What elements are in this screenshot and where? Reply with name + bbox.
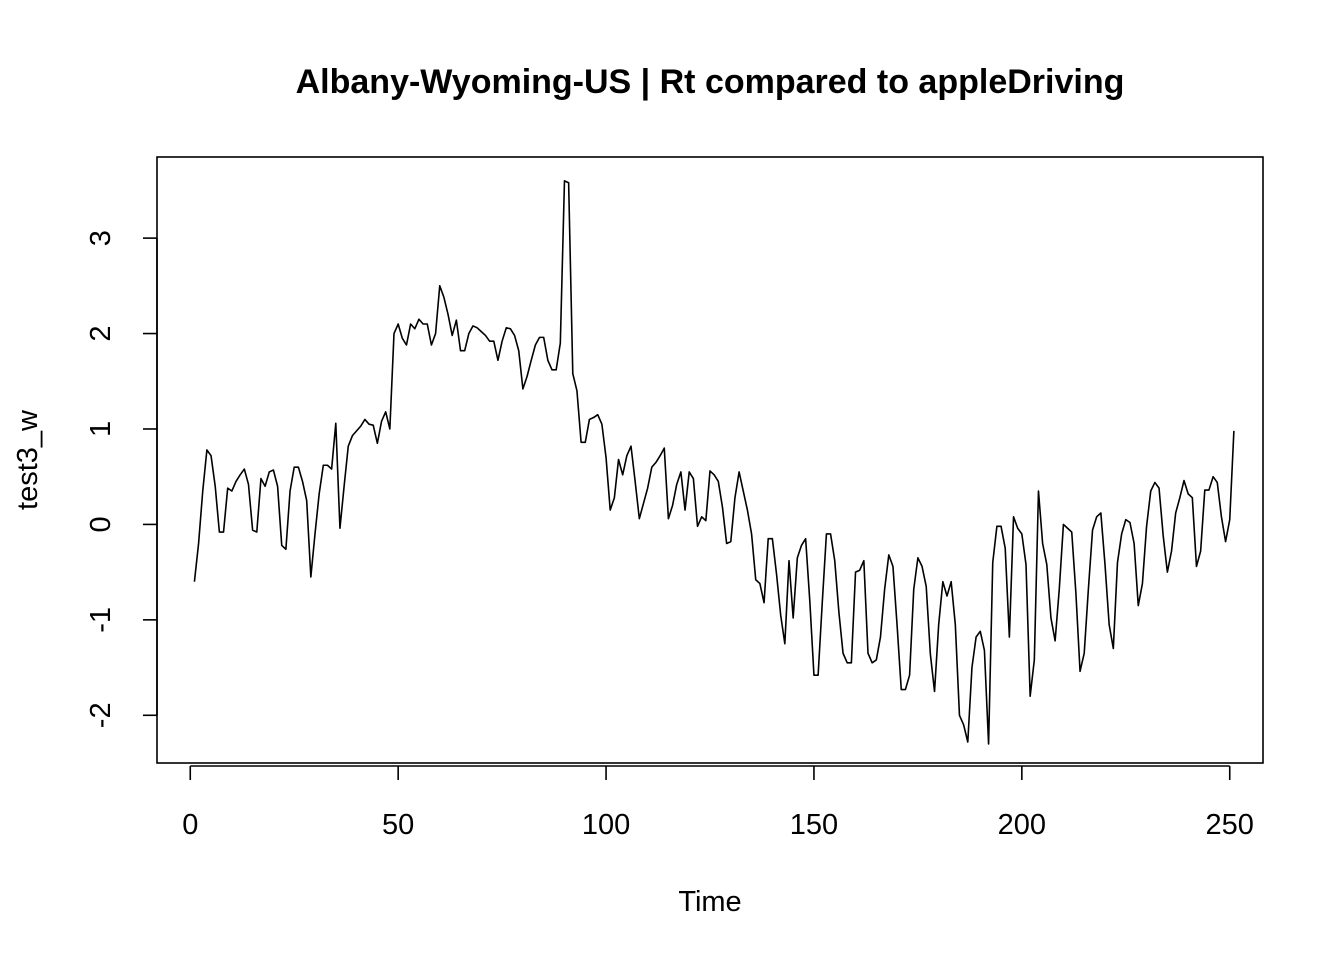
y-tick-label: 0 (85, 516, 117, 532)
series-layer (193, 180, 1235, 745)
y-axis-label: test3_w (12, 409, 44, 510)
y-tick-label: 2 (85, 325, 117, 341)
x-tick-label: 250 (1206, 809, 1254, 841)
x-tick-label: 150 (790, 809, 838, 841)
series-line (193, 180, 1235, 745)
x-tick-label: 0 (182, 809, 198, 841)
x-tick-label: 50 (382, 809, 414, 841)
y-tick-label: 1 (85, 421, 117, 437)
y-tick-label: 3 (85, 230, 117, 246)
x-tick-label: 100 (582, 809, 630, 841)
chart-title: Albany-Wyoming-US | Rt compared to apple… (296, 63, 1125, 101)
y-tick-label: -2 (85, 702, 117, 728)
x-axis-label: Time (678, 886, 741, 918)
y-tick-label: -1 (85, 607, 117, 633)
y-axis: -2 -1 0 1 2 3 (85, 230, 158, 728)
x-axis: 0 50 100 150 200 250 (182, 765, 1254, 841)
x-tick-label: 200 (998, 809, 1046, 841)
plot-frame (156, 156, 1264, 764)
